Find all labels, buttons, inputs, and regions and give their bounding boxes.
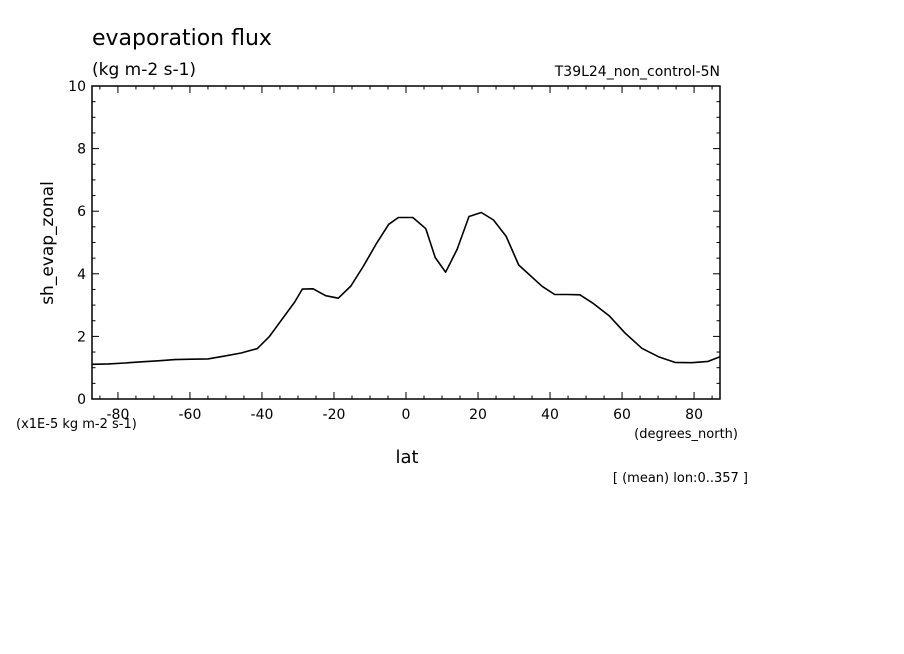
x-axis-label: lat <box>395 447 418 468</box>
experiment-label: T39L24_non_control-5N <box>554 64 720 80</box>
scale-note: (x1E-5 kg m-2 s-1) <box>16 417 137 432</box>
y-tick-label: 2 <box>77 329 86 345</box>
plot-frame <box>91 85 721 400</box>
x-tick-label: 20 <box>469 407 487 423</box>
y-axis-label: sh_evap_zonal <box>38 181 58 305</box>
y-tick-label: 6 <box>77 204 86 220</box>
x-tick-label: -80 <box>106 407 129 423</box>
x-tick-label: -20 <box>323 407 346 423</box>
series-group <box>91 211 721 366</box>
axis-tick-labels: -80 -60 -40 -20 0 20 40 60 80 0 2 4 6 8 10 <box>68 79 703 423</box>
y-tick-label: 4 <box>77 267 86 283</box>
y-tick-label: 10 <box>68 79 86 95</box>
x-units-label: (degrees_north) <box>634 427 738 442</box>
x-tick-label: 40 <box>541 407 559 423</box>
averaging-note: [ (mean) lon:0..357 ] <box>613 471 748 486</box>
series-line <box>91 211 721 366</box>
y-tick-label: 8 <box>77 142 86 158</box>
x-tick-label: -40 <box>251 407 274 423</box>
axis-ticks <box>92 85 720 400</box>
x-tick-label: 60 <box>613 407 631 423</box>
x-tick-label: 80 <box>685 407 703 423</box>
y-tick-label: 0 <box>77 392 86 408</box>
x-tick-label: 0 <box>402 407 411 423</box>
x-tick-label: -60 <box>179 407 202 423</box>
chart-title: evaporation flux <box>92 26 272 51</box>
chart-units: (kg m-2 s-1) <box>92 60 196 80</box>
